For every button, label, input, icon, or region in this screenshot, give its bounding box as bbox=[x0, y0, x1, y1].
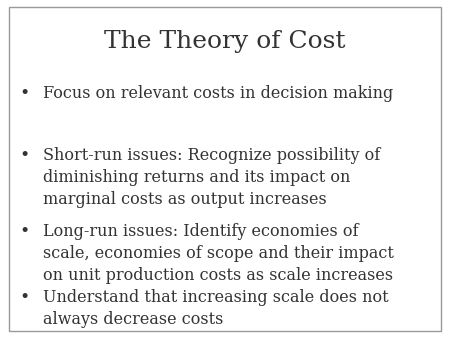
Text: Understand that increasing scale does not
always decrease costs: Understand that increasing scale does no… bbox=[43, 289, 388, 328]
Text: •: • bbox=[20, 147, 30, 164]
FancyBboxPatch shape bbox=[9, 7, 441, 331]
Text: •: • bbox=[20, 84, 30, 101]
Text: Short-run issues: Recognize possibility of
diminishing returns and its impact on: Short-run issues: Recognize possibility … bbox=[43, 147, 380, 209]
Text: •: • bbox=[20, 289, 30, 306]
Text: Focus on relevant costs in decision making: Focus on relevant costs in decision maki… bbox=[43, 84, 393, 101]
Text: •: • bbox=[20, 223, 30, 240]
Text: The Theory of Cost: The Theory of Cost bbox=[104, 30, 346, 53]
Text: Long-run issues: Identify economies of
scale, economies of scope and their impac: Long-run issues: Identify economies of s… bbox=[43, 223, 394, 285]
